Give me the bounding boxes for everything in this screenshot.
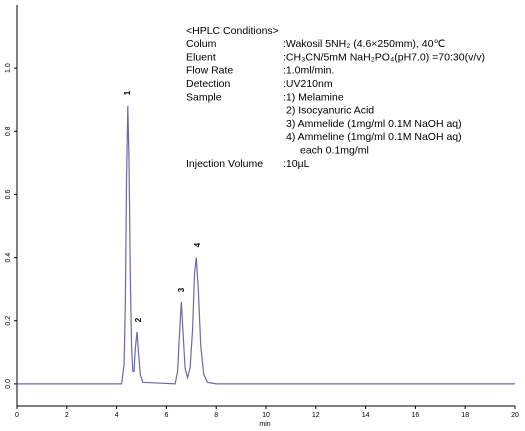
condition-label: Detection bbox=[186, 78, 231, 90]
x-tick-label: 10 bbox=[262, 412, 270, 419]
condition-value: :UV210nm bbox=[283, 78, 333, 90]
condition-value: :1) Melamine bbox=[283, 91, 344, 103]
condition-value: each 0.1mg/ml bbox=[300, 144, 369, 156]
peak-label: 4 bbox=[193, 242, 202, 247]
condition-value: :10µL bbox=[283, 158, 310, 170]
y-tick-label: 0.0 bbox=[5, 379, 12, 389]
x-tick-label: 0 bbox=[15, 412, 19, 419]
condition-value: 4) Ammeline (1mg/ml 0.1M NaOH aq) bbox=[286, 131, 462, 143]
condition-value: 2) Isocyanuric Acid bbox=[286, 105, 374, 117]
y-tick-label: 0.4 bbox=[5, 253, 12, 263]
condition-value: 3) Ammelide (1mg/ml 0.1M NaOH aq) bbox=[286, 118, 462, 130]
trace-line bbox=[17, 106, 515, 385]
y-tick-label: 0.6 bbox=[5, 189, 12, 199]
x-tick-label: 14 bbox=[362, 412, 370, 419]
condition-label: Flow Rate bbox=[186, 65, 233, 77]
condition-label: Injection Volume bbox=[186, 158, 263, 170]
condition-label: Eluent bbox=[186, 51, 216, 63]
condition-label: Sample bbox=[186, 91, 222, 103]
x-tick-label: 20 bbox=[511, 412, 519, 419]
x-tick-label: 4 bbox=[115, 412, 119, 419]
x-axis-label: min bbox=[259, 421, 270, 428]
condition-value: :CH₃CN/5mM NaH₂PO₄(pH7.0) =70:30(v/v) bbox=[283, 51, 485, 63]
x-tick-label: 6 bbox=[164, 412, 168, 419]
x-tick-label: 12 bbox=[312, 412, 320, 419]
y-tick-label: 0.2 bbox=[5, 316, 12, 326]
condition-label: Colum bbox=[186, 38, 217, 50]
peak-label: 3 bbox=[177, 287, 186, 292]
x-tick-label: 2 bbox=[65, 412, 69, 419]
x-tick-label: 18 bbox=[461, 412, 469, 419]
x-tick-label: 16 bbox=[412, 412, 420, 419]
y-tick-label: 1.0 bbox=[5, 63, 12, 73]
x-tick-label: 8 bbox=[214, 412, 218, 419]
peak-label: 1 bbox=[123, 90, 132, 95]
peak-label: 2 bbox=[134, 317, 143, 322]
conditions-title: <HPLC Conditions> bbox=[186, 25, 279, 37]
condition-value: :Wakosil 5NH₂ (4.6×250mm), 40℃ bbox=[283, 38, 445, 50]
condition-value: :1.0ml/min. bbox=[283, 65, 334, 77]
y-tick-label: 0.8 bbox=[5, 126, 12, 136]
